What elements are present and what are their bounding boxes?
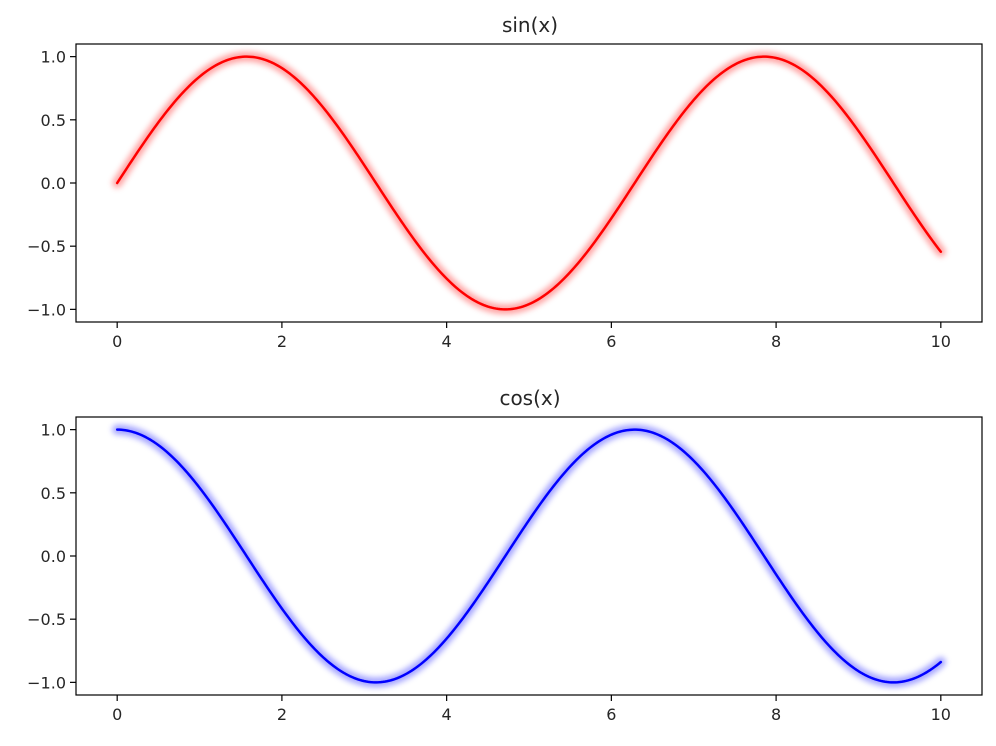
x-tick-label: 2 <box>277 332 287 351</box>
axes-frame <box>75 43 983 323</box>
sin-subplot: sin(x) 0 2 4 6 8 10 1.0 0.5 0.0 −0.5 −1.0 <box>27 13 983 351</box>
x-tick-label: 10 <box>931 332 951 351</box>
x-tick-label: 8 <box>771 705 781 724</box>
y-tick-labels: 1.0 0.5 0.0 −0.5 −1.0 <box>27 421 66 693</box>
subplot-title: sin(x) <box>502 13 558 37</box>
y-tick-label: −0.5 <box>27 237 66 256</box>
y-tick-label: 0.5 <box>41 111 66 130</box>
y-tick-label: −1.0 <box>27 300 66 319</box>
sin-line <box>115 55 943 311</box>
y-tick-label: −1.0 <box>27 673 66 692</box>
x-tick-label: 0 <box>112 332 122 351</box>
x-tick-labels: 0 2 4 6 8 10 <box>112 705 951 724</box>
subplot-title: cos(x) <box>499 386 560 410</box>
x-tick-label: 8 <box>771 332 781 351</box>
tick-marks <box>70 429 942 701</box>
x-tick-label: 4 <box>442 705 452 724</box>
y-tick-label: 1.0 <box>41 48 66 67</box>
y-tick-label: 0.0 <box>41 174 66 193</box>
cos-line <box>115 428 943 684</box>
y-tick-label: −0.5 <box>27 610 66 629</box>
axes-frame <box>75 416 983 696</box>
x-tick-label: 0 <box>112 705 122 724</box>
x-tick-label: 4 <box>442 332 452 351</box>
x-tick-label: 6 <box>606 332 616 351</box>
x-tick-labels: 0 2 4 6 8 10 <box>112 332 951 351</box>
y-tick-label: 1.0 <box>41 421 66 440</box>
x-tick-label: 10 <box>931 705 951 724</box>
x-tick-label: 2 <box>277 705 287 724</box>
tick-marks <box>70 56 942 328</box>
cos-subplot: cos(x) 0 2 4 6 8 10 1.0 0.5 0.0 −0.5 −1.0 <box>27 386 983 724</box>
x-tick-label: 6 <box>606 705 616 724</box>
y-tick-label: 0.5 <box>41 484 66 503</box>
y-tick-label: 0.0 <box>41 547 66 566</box>
y-tick-labels: 1.0 0.5 0.0 −0.5 −1.0 <box>27 48 66 320</box>
